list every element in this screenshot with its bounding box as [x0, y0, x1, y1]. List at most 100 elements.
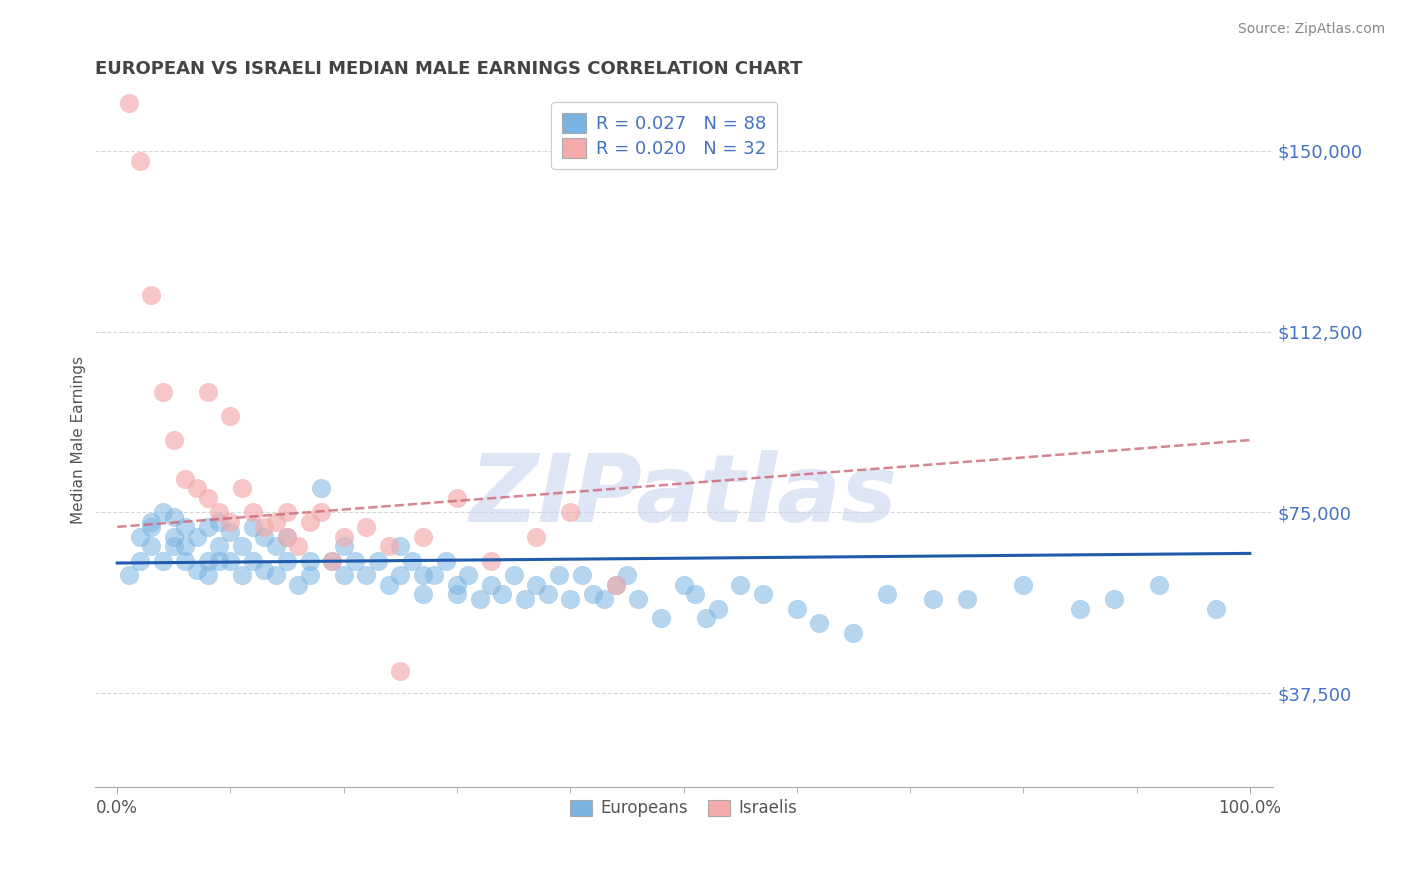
Y-axis label: Median Male Earnings: Median Male Earnings — [72, 356, 86, 524]
Point — [876, 587, 898, 601]
Point — [264, 515, 287, 529]
Point — [152, 505, 174, 519]
Point — [231, 568, 253, 582]
Point — [842, 626, 865, 640]
Point — [457, 568, 479, 582]
Point — [174, 539, 197, 553]
Point — [332, 539, 354, 553]
Point — [309, 481, 332, 495]
Point — [186, 563, 208, 577]
Point — [298, 515, 321, 529]
Point — [560, 505, 582, 519]
Point — [186, 529, 208, 543]
Point — [513, 592, 536, 607]
Point — [152, 384, 174, 399]
Point — [956, 592, 979, 607]
Point — [605, 578, 627, 592]
Point — [356, 520, 378, 534]
Point — [1012, 578, 1035, 592]
Point — [706, 602, 728, 616]
Point — [128, 153, 150, 168]
Point — [298, 553, 321, 567]
Point — [197, 384, 219, 399]
Point — [231, 539, 253, 553]
Point — [412, 568, 434, 582]
Legend: Europeans, Israelis: Europeans, Israelis — [564, 793, 803, 824]
Point — [683, 587, 706, 601]
Point — [412, 587, 434, 601]
Point — [197, 568, 219, 582]
Point — [276, 505, 298, 519]
Point — [242, 520, 264, 534]
Point — [389, 665, 412, 679]
Point — [128, 529, 150, 543]
Point — [434, 553, 457, 567]
Point — [174, 472, 197, 486]
Point — [253, 529, 276, 543]
Point — [728, 578, 751, 592]
Point — [276, 529, 298, 543]
Point — [197, 553, 219, 567]
Point — [356, 568, 378, 582]
Text: Source: ZipAtlas.com: Source: ZipAtlas.com — [1237, 22, 1385, 37]
Point — [219, 515, 242, 529]
Point — [309, 505, 332, 519]
Text: EUROPEAN VS ISRAELI MEDIAN MALE EARNINGS CORRELATION CHART: EUROPEAN VS ISRAELI MEDIAN MALE EARNINGS… — [94, 60, 801, 78]
Point — [253, 563, 276, 577]
Point — [808, 616, 831, 631]
Point — [321, 553, 343, 567]
Point — [502, 568, 524, 582]
Point — [174, 553, 197, 567]
Point — [141, 515, 163, 529]
Point — [197, 520, 219, 534]
Point — [152, 553, 174, 567]
Point — [219, 553, 242, 567]
Point — [128, 553, 150, 567]
Point — [446, 491, 468, 505]
Point — [1205, 602, 1227, 616]
Point — [389, 539, 412, 553]
Point — [298, 568, 321, 582]
Point — [219, 524, 242, 539]
Point — [378, 539, 401, 553]
Point — [1069, 602, 1091, 616]
Point — [197, 491, 219, 505]
Point — [242, 505, 264, 519]
Point — [423, 568, 446, 582]
Point — [163, 510, 186, 524]
Point — [321, 553, 343, 567]
Point — [208, 553, 231, 567]
Point — [141, 539, 163, 553]
Point — [141, 520, 163, 534]
Point — [287, 539, 309, 553]
Point — [378, 578, 401, 592]
Point — [536, 587, 558, 601]
Point — [921, 592, 943, 607]
Point — [332, 529, 354, 543]
Point — [650, 611, 672, 625]
Point — [479, 578, 502, 592]
Point — [208, 515, 231, 529]
Point — [468, 592, 491, 607]
Point — [582, 587, 605, 601]
Point — [141, 288, 163, 302]
Point — [786, 602, 808, 616]
Point — [491, 587, 513, 601]
Point — [1102, 592, 1125, 607]
Point — [287, 578, 309, 592]
Point — [695, 611, 717, 625]
Point — [672, 578, 695, 592]
Point — [242, 553, 264, 567]
Point — [367, 553, 389, 567]
Point — [208, 505, 231, 519]
Point — [752, 587, 775, 601]
Point — [616, 568, 638, 582]
Point — [524, 578, 547, 592]
Point — [593, 592, 616, 607]
Point — [276, 553, 298, 567]
Point — [560, 592, 582, 607]
Point — [186, 481, 208, 495]
Point — [571, 568, 593, 582]
Point — [344, 553, 367, 567]
Point — [117, 568, 139, 582]
